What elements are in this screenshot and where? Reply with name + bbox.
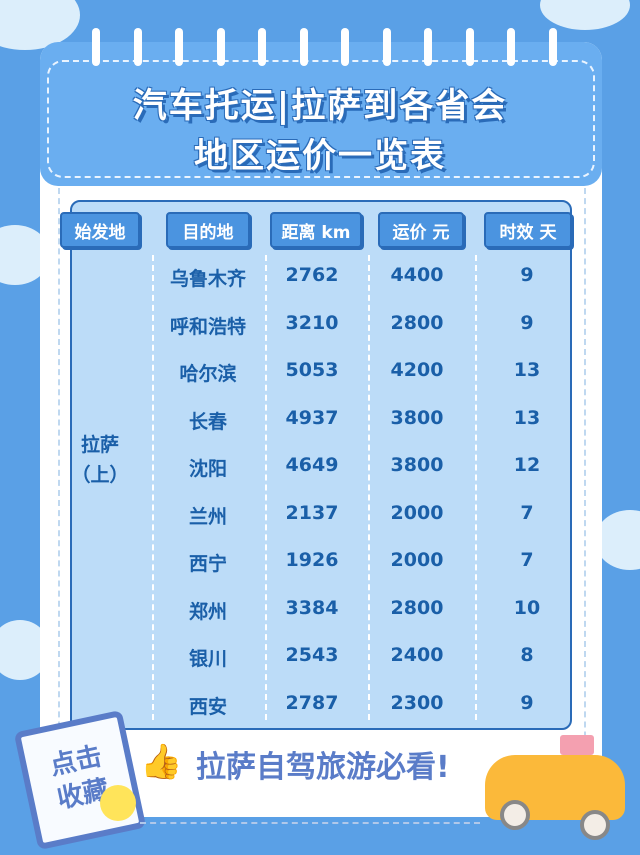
- days-cell: 12: [513, 454, 541, 476]
- price-cell: 2400: [390, 644, 444, 666]
- days-cell: 13: [513, 406, 541, 429]
- price-cell: 3800: [390, 406, 444, 429]
- destination-cell: 兰州: [188, 505, 227, 528]
- header-price: 运价 元: [378, 212, 464, 248]
- distance-cell: 2787: [285, 691, 339, 714]
- distance-cell: 2543: [285, 644, 339, 666]
- divider: [140, 822, 480, 824]
- divider: [265, 255, 267, 720]
- header-origin: 始发地: [60, 212, 140, 248]
- header-distance: 距离 km: [270, 212, 362, 248]
- title-line-1: 汽车托运|拉萨到各省会: [132, 86, 508, 126]
- binder-ring: [548, 28, 557, 66]
- binder-ring: [258, 28, 266, 66]
- days-cell: 9: [520, 311, 534, 334]
- distance-cell: 2137: [285, 501, 339, 524]
- header-destination: 目的地: [166, 212, 250, 248]
- destination-cell: 西宁: [188, 553, 227, 575]
- days-cell: 9: [520, 264, 534, 286]
- car-wheel-icon: [500, 800, 530, 830]
- price-cell: 4200: [390, 359, 444, 381]
- distance-cell: 3384: [285, 596, 339, 619]
- destination-cell: 沈阳: [188, 458, 227, 480]
- divider: [152, 255, 154, 720]
- days-cell: 9: [520, 691, 534, 714]
- title-line-2: 地区运价一览表: [194, 136, 446, 176]
- origin-cell: 拉萨 （上）: [71, 430, 128, 490]
- header-days: 时效 天: [484, 212, 572, 248]
- price-cell: 2300: [390, 691, 444, 714]
- price-cell: 2000: [390, 501, 444, 524]
- price-cell: 3800: [390, 454, 444, 476]
- distance-cell: 4937: [285, 406, 339, 429]
- binder-ring: [299, 28, 308, 66]
- days-cell: 7: [520, 549, 534, 571]
- divider: [58, 188, 60, 808]
- destination-cell: 西安: [188, 695, 227, 718]
- binder-ring: [341, 28, 349, 66]
- days-cell: 7: [520, 501, 534, 524]
- binder-ring: [507, 28, 515, 66]
- price-cell: 2000: [390, 549, 444, 571]
- binder-ring: [175, 28, 183, 66]
- binder-ring: [382, 28, 391, 66]
- title-panel-border: [47, 60, 595, 178]
- divider: [584, 188, 586, 808]
- divider: [475, 255, 477, 720]
- cloud: [540, 0, 630, 30]
- days-cell: 13: [513, 359, 541, 381]
- destination-cell: 乌鲁木齐: [169, 268, 246, 290]
- destination-cell: 银川: [188, 648, 227, 670]
- duck-icon: [100, 785, 136, 821]
- origin-note: （上）: [71, 464, 129, 486]
- thumbs-up-icon: 👍: [140, 742, 183, 782]
- distance-cell: 5053: [285, 359, 339, 381]
- title-panel: [40, 42, 602, 186]
- distance-cell: 2762: [285, 264, 339, 286]
- binder-ring: [92, 28, 100, 66]
- destination-cell: 呼和浩特: [169, 315, 246, 338]
- distance-cell: 4649: [285, 454, 339, 476]
- divider: [368, 255, 370, 720]
- destination-cell: 哈尔滨: [179, 363, 237, 385]
- distance-cell: 1926: [285, 549, 339, 571]
- price-cell: 2800: [390, 596, 444, 619]
- days-cell: 10: [513, 596, 541, 619]
- binder-ring: [465, 28, 474, 66]
- destination-cell: 长春: [188, 410, 227, 433]
- car-wheel-icon: [580, 810, 610, 840]
- origin-name: 拉萨: [80, 434, 120, 456]
- price-cell: 4400: [390, 264, 444, 286]
- price-cell: 2800: [390, 311, 444, 334]
- days-cell: 8: [520, 644, 534, 666]
- binder-ring: [216, 28, 225, 66]
- slogan: 拉萨自驾旅游必看!: [196, 750, 450, 785]
- distance-cell: 3210: [285, 311, 339, 334]
- destination-cell: 郑州: [188, 600, 227, 623]
- luggage-icon: [560, 735, 594, 755]
- binder-ring: [133, 28, 142, 66]
- binder-ring: [424, 28, 432, 66]
